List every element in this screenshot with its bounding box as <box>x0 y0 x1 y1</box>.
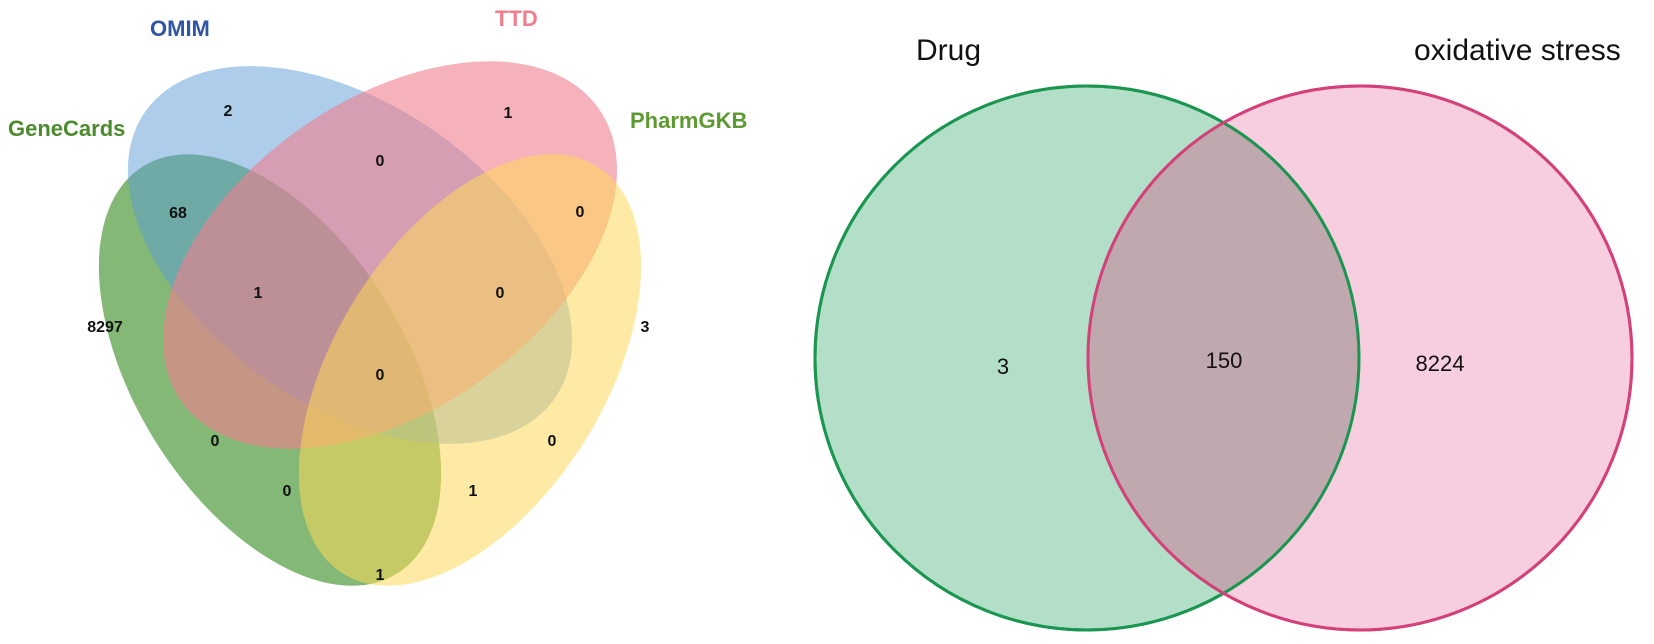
region-omim-pharmgkb: 0 <box>548 433 557 450</box>
region-genecards-only: 8297 <box>87 319 123 336</box>
oxidative-stress-circle-outline <box>1086 84 1634 632</box>
drug-only-count: 3 <box>997 354 1009 379</box>
region-genecards-omim: 68 <box>169 205 187 222</box>
region-genecards-omim-ttd: 1 <box>254 285 263 302</box>
oxidative-stress-only-count: 8224 <box>1416 351 1465 376</box>
region-all-four: 0 <box>376 367 385 384</box>
region-omim-only: 2 <box>224 103 233 120</box>
region-omim-ttd-pharmgkb: 0 <box>496 285 505 302</box>
region-ttd-only: 1 <box>504 105 513 122</box>
drug-circle-outline <box>813 84 1361 632</box>
region-genecards-ttd-pharmgkb: 0 <box>283 483 292 500</box>
omim-label: OMIM <box>150 16 210 41</box>
intersection-region <box>1088 86 1359 630</box>
region-pharmgkb-only: 3 <box>641 319 650 336</box>
region-genecards-ttd: 0 <box>211 433 220 450</box>
region-genecards-pharmgkb: 1 <box>376 567 385 584</box>
region-genecards-omim-pharmgkb: 1 <box>469 483 478 500</box>
pharmgkb-label: PharmGKB <box>630 108 747 133</box>
four-set-venn: GeneCards OMIM TTD PharmGKB 2 1 8297 3 6… <box>8 6 747 586</box>
pharmgkb-ellipse <box>298 154 642 586</box>
intersection-count: 150 <box>1206 348 1243 373</box>
region-ttd-pharmgkb: 0 <box>576 204 585 221</box>
two-set-venn: Drug oxidative stress 3 150 8224 <box>813 34 1634 632</box>
region-omim-ttd: 0 <box>376 153 385 170</box>
drug-title: Drug <box>916 34 981 67</box>
oxidative-stress-title: oxidative stress <box>1414 34 1621 67</box>
genecards-label: GeneCards <box>8 116 125 141</box>
ttd-label: TTD <box>495 6 538 31</box>
